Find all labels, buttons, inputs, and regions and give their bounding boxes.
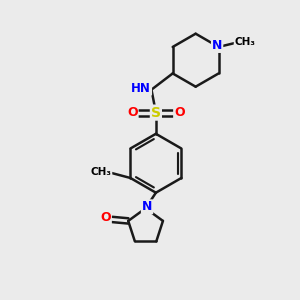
Text: CH₃: CH₃ (235, 37, 256, 47)
Text: N: N (142, 200, 152, 213)
Text: S: S (151, 106, 161, 120)
Text: O: O (174, 106, 185, 118)
Text: HN: HN (131, 82, 151, 95)
Text: O: O (127, 106, 138, 118)
Text: N: N (212, 39, 222, 52)
Text: O: O (100, 211, 111, 224)
Text: CH₃: CH₃ (90, 167, 111, 177)
